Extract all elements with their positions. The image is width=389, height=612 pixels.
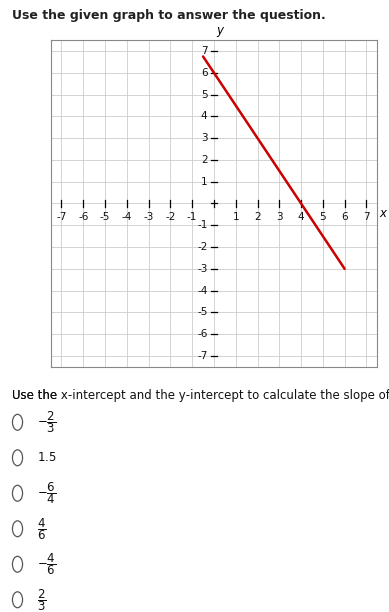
Text: 1: 1 [201, 177, 207, 187]
Text: Use the: Use the [12, 389, 61, 401]
Text: 1: 1 [232, 212, 239, 222]
Text: Use the x‑intercept and the y‑intercept to calculate the slope of the given line: Use the x‑intercept and the y‑intercept … [12, 389, 389, 401]
Text: -6: -6 [78, 212, 88, 222]
Text: $-\dfrac{6}{4}$: $-\dfrac{6}{4}$ [37, 480, 56, 506]
Text: -1: -1 [187, 212, 197, 222]
Text: 3: 3 [276, 212, 283, 222]
Text: 4: 4 [201, 111, 207, 121]
Text: $\dfrac{4}{6}$: $\dfrac{4}{6}$ [37, 516, 46, 542]
Text: -5: -5 [197, 307, 207, 318]
Text: -4: -4 [122, 212, 132, 222]
Text: -4: -4 [197, 286, 207, 296]
Text: -3: -3 [144, 212, 154, 222]
Text: -1: -1 [197, 220, 207, 230]
Text: -2: -2 [165, 212, 175, 222]
Text: 5: 5 [201, 89, 207, 100]
Text: y: y [216, 24, 223, 37]
Text: 2: 2 [201, 155, 207, 165]
Text: 2: 2 [254, 212, 261, 222]
Text: -2: -2 [197, 242, 207, 252]
Text: $-\dfrac{4}{6}$: $-\dfrac{4}{6}$ [37, 551, 56, 577]
Text: -6: -6 [197, 329, 207, 339]
Text: $-\dfrac{2}{3}$: $-\dfrac{2}{3}$ [37, 409, 56, 435]
Text: Use the given graph to answer the question.: Use the given graph to answer the questi… [12, 9, 326, 22]
Text: 6: 6 [201, 68, 207, 78]
Text: 4: 4 [298, 212, 305, 222]
Text: 5: 5 [319, 212, 326, 222]
Text: -7: -7 [197, 351, 207, 361]
Text: -3: -3 [197, 264, 207, 274]
Text: 6: 6 [341, 212, 348, 222]
Text: 3: 3 [201, 133, 207, 143]
Text: 7: 7 [201, 46, 207, 56]
Text: -7: -7 [56, 212, 67, 222]
Text: 7: 7 [363, 212, 370, 222]
Text: -5: -5 [100, 212, 110, 222]
Text: $\dfrac{2}{3}$: $\dfrac{2}{3}$ [37, 587, 46, 612]
Text: x: x [380, 207, 387, 220]
Text: $1.5$: $1.5$ [37, 451, 56, 465]
